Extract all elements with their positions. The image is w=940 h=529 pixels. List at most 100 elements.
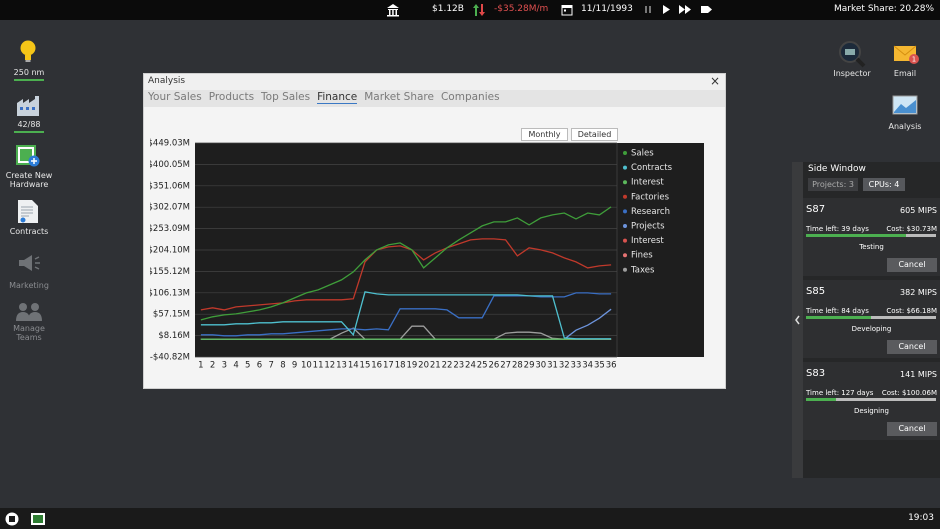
progress xyxy=(806,234,936,237)
legend-marker xyxy=(623,209,627,214)
label: 250 nm xyxy=(13,68,45,77)
contracts-icon[interactable] xyxy=(17,199,39,224)
legend-marker xyxy=(623,224,627,228)
series-line xyxy=(200,238,612,311)
job-card: S85 382 MIPS Time left: 84 days Cost: $66.… xyxy=(803,280,940,358)
cancel-button[interactable]: Cancel xyxy=(887,340,937,354)
y-tick-label: $302.07M xyxy=(150,203,190,213)
x-tick-label: 6 xyxy=(257,361,262,371)
y-tick-label: $253.09M xyxy=(150,224,190,234)
email-icon[interactable]: 1 xyxy=(893,42,921,66)
tab[interactable]: Market Share xyxy=(364,91,434,103)
x-tick-label: 27 xyxy=(500,361,511,371)
x-tick-label: 35 xyxy=(594,361,605,371)
contracts[interactable]: Contracts xyxy=(9,227,49,236)
date: 11/11/1993 xyxy=(581,4,633,14)
bulb-icon[interactable] xyxy=(19,39,37,63)
x-tick-label: 16 xyxy=(371,361,382,371)
tab[interactable]: Products xyxy=(208,91,255,103)
process-node[interactable]: 250 nm xyxy=(0,68,59,81)
y-tick-label: $57.15M xyxy=(153,310,190,320)
time-left: Time left: 39 days xyxy=(806,225,869,233)
cancel-button[interactable]: Cancel xyxy=(887,258,937,272)
create-icon[interactable] xyxy=(16,145,40,167)
job-name: S83 xyxy=(806,368,826,379)
legend-marker xyxy=(623,194,627,199)
legend-label: Fines xyxy=(631,251,653,261)
analysis-icon[interactable] xyxy=(892,95,918,117)
series-line xyxy=(200,206,612,321)
tab[interactable]: Top Sales xyxy=(261,91,311,103)
y-tick-label: $449.03M xyxy=(150,139,190,149)
inspector-icon[interactable] xyxy=(838,40,866,68)
progress xyxy=(806,398,936,401)
x-tick-label: 28 xyxy=(512,361,523,371)
x-tick-label: 17 xyxy=(383,361,394,371)
close-button[interactable]: × xyxy=(709,74,720,88)
x-tick-label: 13 xyxy=(336,361,347,371)
x-tick-label: 4 xyxy=(233,361,238,371)
collapse-arrow xyxy=(795,315,800,325)
speed-controls[interactable] xyxy=(643,4,715,16)
calendar-icon xyxy=(561,5,573,16)
marketing[interactable]: Marketing xyxy=(9,281,49,290)
legend-label: Factories xyxy=(631,192,670,202)
monthly-button[interactable]: Monthly xyxy=(521,128,568,141)
legend-marker xyxy=(623,165,627,170)
legend-label: Interest xyxy=(631,178,664,188)
x-tick-label: 18 xyxy=(395,361,406,371)
cashflow-icon xyxy=(473,4,485,16)
cost: Cost: $100.06M xyxy=(881,389,937,397)
cost: Cost: $66.18M xyxy=(886,307,937,315)
clock: 19:03 xyxy=(908,513,934,523)
marketing-icon[interactable] xyxy=(17,254,41,272)
job-speed: 605 MIPS xyxy=(900,206,937,215)
tab[interactable]: Projects: 3 xyxy=(808,178,858,191)
detailed-button[interactable]: Detailed xyxy=(571,128,618,141)
x-tick-label: 19 xyxy=(406,361,417,371)
x-tick-label: 9 xyxy=(292,361,297,371)
status: Testing xyxy=(859,243,884,251)
analysis[interactable]: Analysis xyxy=(888,122,922,131)
x-tick-label: 23 xyxy=(453,361,464,371)
top-bar: $1.12B -$35.28M/m 11/11/1993 Market Shar… xyxy=(0,0,940,20)
cost: Cost: $30.73M xyxy=(886,225,937,233)
collapse-strip[interactable] xyxy=(792,162,803,478)
x-tick-label: 36 xyxy=(606,361,617,371)
job-speed: 141 MIPS xyxy=(900,370,937,379)
tab-active[interactable]: Finance xyxy=(317,91,358,104)
y-tick-label: $8.16M xyxy=(158,331,190,341)
x-tick-label: 22 xyxy=(442,361,453,371)
manage-teams[interactable]: Manage Teams xyxy=(13,324,45,342)
taskbar: 19:03 xyxy=(0,508,940,529)
legend-marker xyxy=(623,253,627,258)
tab[interactable]: Companies xyxy=(440,91,500,103)
time-left: Time left: 84 days xyxy=(806,307,869,315)
legend-marker xyxy=(623,151,627,155)
factory-icon[interactable] xyxy=(16,95,40,117)
window-title: Analysis xyxy=(148,76,186,86)
tab-active[interactable]: CPUs: 4 xyxy=(863,178,905,191)
y-tick-label: $351.06M xyxy=(150,181,190,191)
email[interactable]: Email xyxy=(893,69,917,78)
teams-icon[interactable] xyxy=(15,302,43,322)
y-tick-label: $106.13M xyxy=(150,288,190,298)
side-window: Side Window Projects: 3 CPUs: 4 S87 605 M… xyxy=(792,162,940,478)
x-tick-label: 31 xyxy=(547,361,558,371)
job-name: S87 xyxy=(806,204,826,215)
bank-icon xyxy=(387,4,399,17)
taskbar-icons[interactable] xyxy=(5,512,49,526)
job-card: S83 141 MIPS Time left: 127 days Cost: $10… xyxy=(803,362,940,440)
x-tick-label: 7 xyxy=(268,361,273,371)
x-tick-label: 24 xyxy=(465,361,476,371)
factory-capacity[interactable]: 42/88 xyxy=(0,120,59,133)
inspector[interactable]: Inspector xyxy=(833,69,871,78)
create-hardware[interactable]: Create New Hardware xyxy=(5,171,53,189)
cancel-button[interactable]: Cancel xyxy=(887,422,937,436)
series-line xyxy=(200,291,612,340)
y-tick-label: $400.05M xyxy=(150,160,190,170)
x-tick-label: 11 xyxy=(313,361,324,371)
tab[interactable]: Your Sales xyxy=(148,91,202,103)
